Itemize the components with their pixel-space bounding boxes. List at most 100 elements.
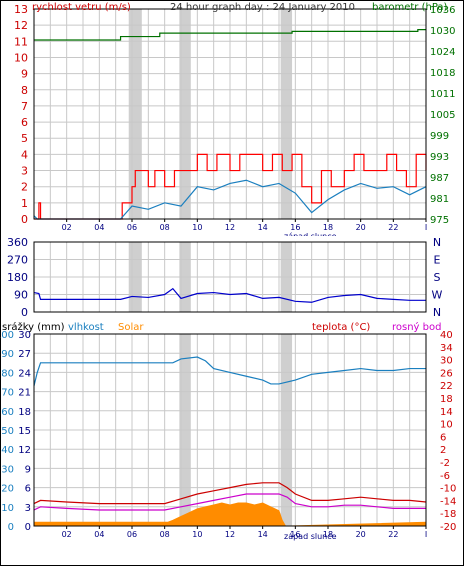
y-tick-label: 1005 bbox=[430, 110, 455, 121]
x-tick-label: 08 bbox=[160, 223, 170, 232]
y-tick-label: 40 bbox=[1, 445, 14, 456]
night-band bbox=[128, 9, 142, 219]
y-tick-label: 90 bbox=[14, 289, 28, 302]
y-tick-label: 180 bbox=[7, 271, 28, 284]
y-tick-label: 3 bbox=[21, 165, 28, 178]
x-tick-label: I bbox=[425, 223, 427, 232]
y-tick-label: 9 bbox=[21, 68, 28, 81]
plot-frame bbox=[33, 333, 427, 527]
y-tick-label: 18 bbox=[440, 394, 453, 405]
rain-axis: 0 3 6 9 12 15 18 21 24 27 30 bbox=[18, 330, 31, 533]
x-tick-label: 10 bbox=[192, 223, 202, 232]
y-tick-label: 975 bbox=[430, 215, 449, 226]
wind-label: rychlost vetru (m/s) bbox=[32, 2, 131, 13]
y-tick-label: 34 bbox=[440, 343, 453, 354]
night-band bbox=[179, 9, 191, 219]
y-tick-label: 0 bbox=[25, 522, 31, 533]
compass-label: N bbox=[433, 306, 441, 319]
temperature-label: teplota (°C) bbox=[312, 322, 370, 333]
x-tick-label: 14 bbox=[258, 530, 268, 539]
solar-area bbox=[33, 502, 427, 527]
y-tick-label: 12 bbox=[18, 445, 31, 456]
solar-label: Solar bbox=[118, 322, 144, 333]
y-tick-label: 20 bbox=[1, 484, 14, 495]
wind-average-line bbox=[33, 179, 427, 220]
y-tick-label: 9 bbox=[25, 464, 31, 475]
y-tick-label: 2 bbox=[440, 445, 446, 456]
y-tick-label: 4 bbox=[21, 148, 28, 161]
y-tick-label: 50 bbox=[1, 426, 14, 437]
x-tick-label: 18 bbox=[323, 223, 333, 232]
y-tick-label: 10 bbox=[440, 420, 453, 431]
y-tick-label: 981 bbox=[430, 194, 449, 205]
y-tick-label: 14 bbox=[440, 407, 453, 418]
x-axis: 02 04 06 08 10 12 14 16 18 20 22 I bbox=[62, 526, 427, 539]
y-tick-label: -20 bbox=[440, 522, 456, 533]
y-tick-label: 1024 bbox=[430, 47, 455, 58]
y-tick-label: 270 bbox=[7, 254, 28, 267]
y-tick-label: 90 bbox=[1, 349, 14, 360]
sunset-label: západ slunce bbox=[284, 532, 337, 541]
x-tick-label: 18 bbox=[323, 530, 333, 539]
y-tick-label: 1011 bbox=[430, 89, 455, 100]
y-tick-label: 12 bbox=[14, 19, 28, 32]
y-tick-label: -2 bbox=[440, 458, 450, 469]
x-tick-label: 06 bbox=[127, 223, 137, 232]
dew-point-label: rosný bod bbox=[392, 321, 441, 333]
compass-label: E bbox=[434, 254, 441, 267]
y-tick-label: 6 bbox=[440, 432, 446, 443]
y-tick-label: 0 bbox=[8, 522, 14, 533]
y-tick-label: 18 bbox=[18, 407, 31, 418]
x-tick-label: 12 bbox=[225, 223, 235, 232]
y-tick-label: 1018 bbox=[430, 68, 455, 79]
panel-background bbox=[1, 236, 463, 322]
y-tick-label: 0 bbox=[21, 306, 28, 319]
y-tick-label: 11 bbox=[14, 35, 28, 48]
dew-point-line bbox=[33, 493, 426, 511]
y-tick-label: 2 bbox=[21, 181, 28, 194]
series bbox=[33, 356, 427, 527]
y-tick-label: 3 bbox=[25, 503, 31, 514]
x-tick-label: 20 bbox=[356, 223, 366, 232]
y-tick-label: 24 bbox=[18, 368, 31, 379]
chart-title: 24 hour graph day : 24 January 2010 bbox=[170, 2, 355, 13]
y-tick-label: 15 bbox=[18, 426, 31, 437]
y-tick-label: 360 bbox=[7, 236, 28, 249]
y-tick-label: 7 bbox=[21, 100, 28, 113]
x-tick-label: 04 bbox=[94, 530, 104, 539]
wind-max-line bbox=[34, 153, 427, 220]
y-tick-label: 100 bbox=[0, 330, 14, 341]
left-axis: 0 90 180 270 360 bbox=[7, 236, 28, 319]
compass-label: W bbox=[432, 289, 443, 302]
plot-frame bbox=[33, 241, 427, 313]
y-tick-label: 13 bbox=[14, 3, 28, 16]
y-tick-label: 1036 bbox=[430, 5, 455, 16]
x-tick-label: 02 bbox=[62, 530, 72, 539]
y-tick-label: -18 bbox=[440, 509, 456, 520]
x-tick-label: 16 bbox=[290, 223, 300, 232]
y-tick-label: 70 bbox=[1, 388, 14, 399]
left-axis: 0 10 20 30 40 50 60 70 80 90 100 bbox=[0, 330, 14, 533]
y-tick-label: 22 bbox=[440, 381, 453, 392]
x-tick-label: 10 bbox=[192, 530, 202, 539]
y-tick-label: 30 bbox=[440, 356, 453, 367]
x-axis: 02 04 06 08 10 12 14 16 18 20 22 I bbox=[62, 219, 427, 232]
y-tick-label: 6 bbox=[25, 484, 31, 495]
y-tick-label: 6 bbox=[21, 116, 28, 129]
series bbox=[33, 287, 426, 303]
x-tick-label: 16 bbox=[290, 530, 300, 539]
rain-humidity-temperature-panel: 0102030405060708090100 03691215182124273… bbox=[0, 321, 456, 541]
plot-frame bbox=[33, 8, 427, 220]
night-band bbox=[280, 9, 293, 219]
y-tick-label: 80 bbox=[1, 368, 14, 379]
y-tick-label: 1 bbox=[21, 197, 28, 210]
x-tick-label: 14 bbox=[258, 223, 268, 232]
y-tick-label: 10 bbox=[14, 51, 28, 64]
y-tick-label: 30 bbox=[18, 330, 31, 341]
y-tick-label: 60 bbox=[1, 407, 14, 418]
